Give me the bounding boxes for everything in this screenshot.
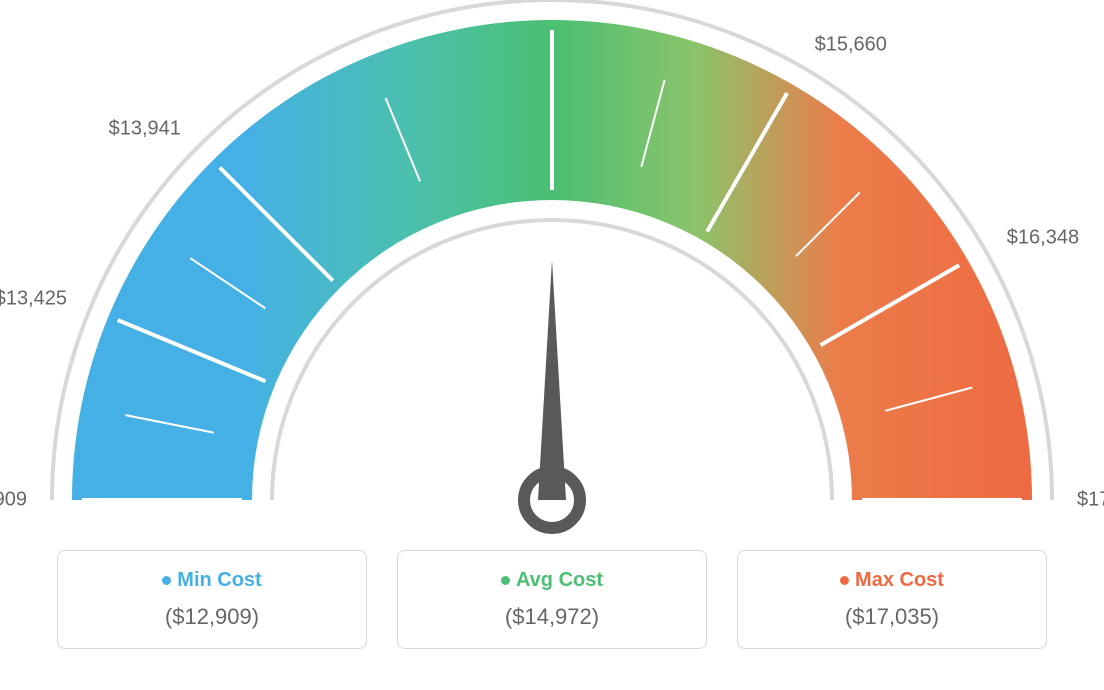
legend-value-avg: ($14,972) bbox=[408, 604, 696, 630]
legend-title-text-avg: Avg Cost bbox=[516, 569, 603, 591]
gauge-chart: $12,909$13,425$13,941$14,972$15,660$16,3… bbox=[0, 0, 1104, 540]
gauge-tick-label: $17,035 bbox=[1077, 489, 1104, 512]
gauge-tick-label: $15,660 bbox=[815, 34, 887, 57]
legend-title-min: Min Cost bbox=[68, 569, 356, 592]
gauge-svg bbox=[0, 0, 1104, 540]
gauge-tick-label: $13,425 bbox=[0, 287, 67, 310]
legend-dot-max bbox=[840, 576, 849, 585]
legend-dot-avg bbox=[501, 576, 510, 585]
legend-title-avg: Avg Cost bbox=[408, 569, 696, 592]
legend-value-max: ($17,035) bbox=[748, 604, 1036, 630]
legend-card-min: Min Cost ($12,909) bbox=[57, 550, 367, 649]
gauge-tick-label: $12,909 bbox=[0, 489, 27, 512]
legend-dot-min bbox=[162, 576, 171, 585]
legend-value-min: ($12,909) bbox=[68, 604, 356, 630]
gauge-tick-label: $13,941 bbox=[109, 117, 181, 140]
legend-title-text-min: Min Cost bbox=[177, 569, 261, 591]
gauge-tick-label: $16,348 bbox=[1007, 226, 1079, 249]
legend-card-max: Max Cost ($17,035) bbox=[737, 550, 1047, 649]
legend-row: Min Cost ($12,909) Avg Cost ($14,972) Ma… bbox=[0, 550, 1104, 649]
legend-title-text-max: Max Cost bbox=[855, 569, 944, 591]
legend-card-avg: Avg Cost ($14,972) bbox=[397, 550, 707, 649]
legend-title-max: Max Cost bbox=[748, 569, 1036, 592]
